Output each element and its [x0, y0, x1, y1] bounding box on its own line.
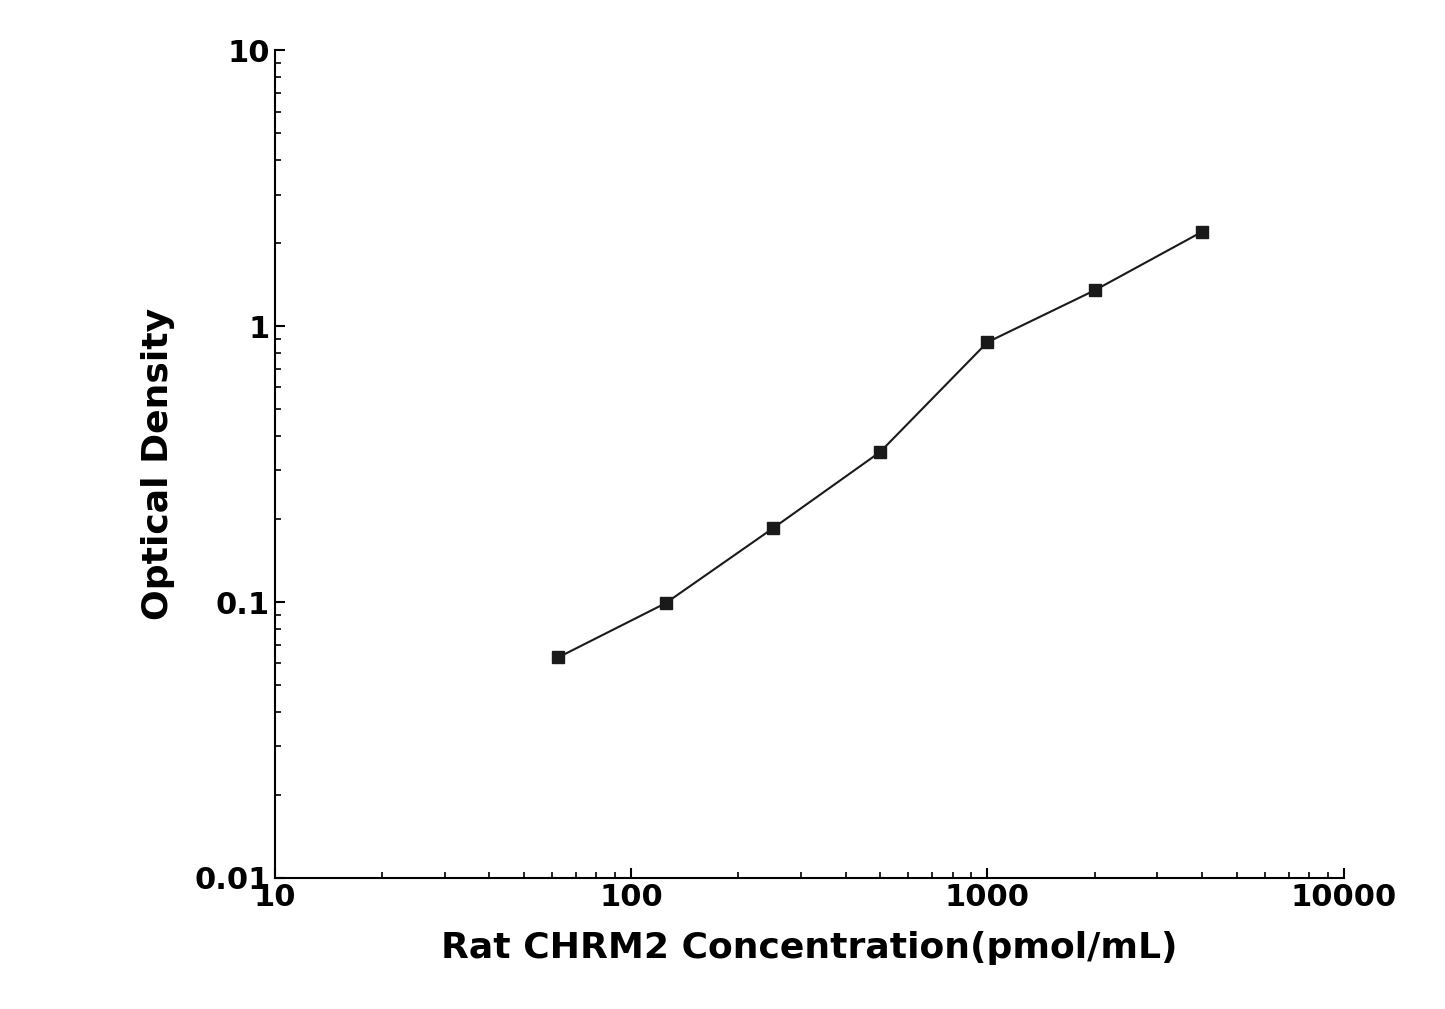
Y-axis label: Optical Density: Optical Density — [140, 308, 175, 621]
X-axis label: Rat CHRM2 Concentration(pmol/mL): Rat CHRM2 Concentration(pmol/mL) — [441, 931, 1178, 966]
